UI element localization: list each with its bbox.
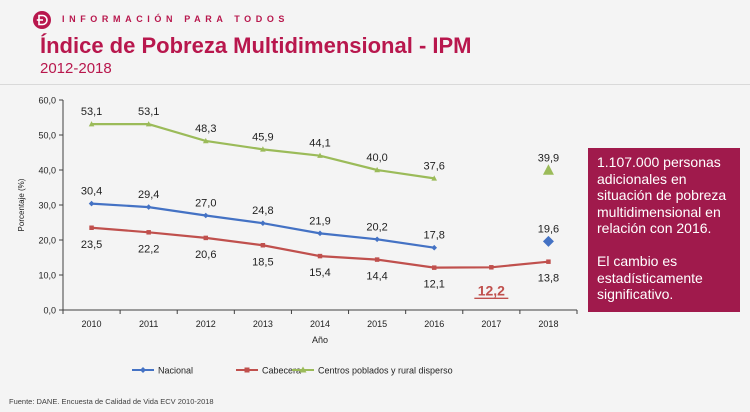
dane-logo-icon xyxy=(33,11,51,29)
data-point-marker xyxy=(374,236,380,243)
data-label: 17,8 xyxy=(424,230,445,242)
data-point-marker xyxy=(202,212,209,219)
callout-box: 1.107.000 personas adicionales en situac… xyxy=(588,148,740,312)
data-point-marker xyxy=(374,257,380,262)
source-note: Fuente: DANE. Encuesta de Calidad de Vid… xyxy=(9,397,214,406)
callout-paragraph-1: 1.107.000 personas adicionales en situac… xyxy=(597,154,727,237)
y-tick-label: 10,0 xyxy=(38,271,56,281)
data-label: 30,4 xyxy=(81,186,102,198)
data-point-marker xyxy=(542,235,554,247)
x-tick-label: 2014 xyxy=(310,319,330,329)
data-label: 39,9 xyxy=(538,152,559,164)
data-point-marker xyxy=(145,121,152,127)
data-point-marker xyxy=(88,121,95,127)
data-label: 44,1 xyxy=(309,138,330,150)
data-point-marker xyxy=(260,243,266,248)
data-label: 22,2 xyxy=(138,243,159,255)
legend-marker xyxy=(299,366,307,373)
data-label: 40,0 xyxy=(366,152,387,164)
y-tick-label: 30,0 xyxy=(38,201,56,211)
data-point-marker xyxy=(203,235,209,241)
data-label: 24,8 xyxy=(252,205,273,217)
x-tick-label: 2016 xyxy=(424,319,444,329)
data-point-marker xyxy=(146,230,151,235)
data-label: 53,1 xyxy=(138,106,159,118)
data-label: 48,3 xyxy=(195,123,216,135)
data-label: 21,9 xyxy=(309,215,330,227)
data-point-marker xyxy=(489,265,494,270)
y-tick-label: 40,0 xyxy=(38,166,56,176)
y-axis-title: Porcentaje (%) xyxy=(17,178,26,231)
data-label: 18,5 xyxy=(252,256,273,268)
data-point-marker xyxy=(317,253,323,259)
data-point-marker xyxy=(374,166,380,173)
data-point-marker xyxy=(431,244,438,251)
legend-label: Nacional xyxy=(158,366,193,376)
data-label: 29,4 xyxy=(138,189,159,201)
data-point-marker xyxy=(260,146,266,152)
data-point-marker xyxy=(542,164,554,175)
data-point-marker xyxy=(89,225,94,230)
x-tick-label: 2013 xyxy=(253,319,273,329)
title-divider xyxy=(0,84,750,85)
x-tick-label: 2010 xyxy=(82,319,102,329)
callout-paragraph-2: El cambio es estadísticamente significat… xyxy=(597,252,703,303)
x-tick-label: 2015 xyxy=(367,319,387,329)
data-label: 19,6 xyxy=(538,223,559,235)
data-label: 20,2 xyxy=(366,221,387,233)
data-point-marker xyxy=(260,220,266,226)
data-label: 12,1 xyxy=(424,279,445,291)
x-tick-label: 2012 xyxy=(196,319,216,329)
legend-marker xyxy=(244,367,250,373)
x-tick-label: 2011 xyxy=(139,319,158,329)
data-point-marker xyxy=(431,265,437,270)
y-tick-label: 50,0 xyxy=(38,131,56,141)
data-label: 15,4 xyxy=(309,267,330,279)
x-axis-title: Año xyxy=(312,335,328,345)
x-tick-label: 2018 xyxy=(538,319,558,329)
y-tick-label: 20,0 xyxy=(38,236,56,246)
page-title: Índice de Pobreza Multidimensional - IPM xyxy=(40,33,472,58)
y-tick-label: 60,0 xyxy=(38,96,56,106)
data-label: 20,6 xyxy=(195,249,216,261)
data-label-highlight: 12,2 xyxy=(478,282,505,298)
data-label: 14,4 xyxy=(366,271,387,283)
chart-container: 0,0 10,0 20,0 30,0 40,0 50,0 60,0 2010 2011 2012 2… xyxy=(0,88,580,388)
page-subtitle: 2012-2018 xyxy=(40,60,112,77)
data-label: 37,6 xyxy=(424,160,445,172)
legend-label: Centros poblados y rural disperso xyxy=(318,366,453,376)
data-point-marker xyxy=(202,137,209,144)
data-label: 53,1 xyxy=(81,106,102,118)
data-point-marker xyxy=(88,200,95,207)
legend-label: Cabecera xyxy=(262,366,301,376)
data-label: 27,0 xyxy=(195,198,216,210)
data-label: 45,9 xyxy=(252,131,273,143)
legend-marker xyxy=(140,367,146,373)
data-point-marker xyxy=(317,152,323,158)
ipm-line-chart: 0,0 10,0 20,0 30,0 40,0 50,0 60,0 2010 2011 2012 2… xyxy=(17,96,578,376)
data-point-marker xyxy=(317,230,323,237)
data-label: 23,5 xyxy=(81,239,102,251)
header-tagline: INFORMACIÓN PARA TODOS xyxy=(62,14,290,24)
data-point-marker xyxy=(546,259,551,264)
data-point-marker xyxy=(145,204,152,210)
y-tick-label: 0,0 xyxy=(43,306,56,316)
data-label: 13,8 xyxy=(538,273,559,285)
x-tick-label: 2017 xyxy=(481,319,501,329)
data-point-marker xyxy=(431,175,438,181)
